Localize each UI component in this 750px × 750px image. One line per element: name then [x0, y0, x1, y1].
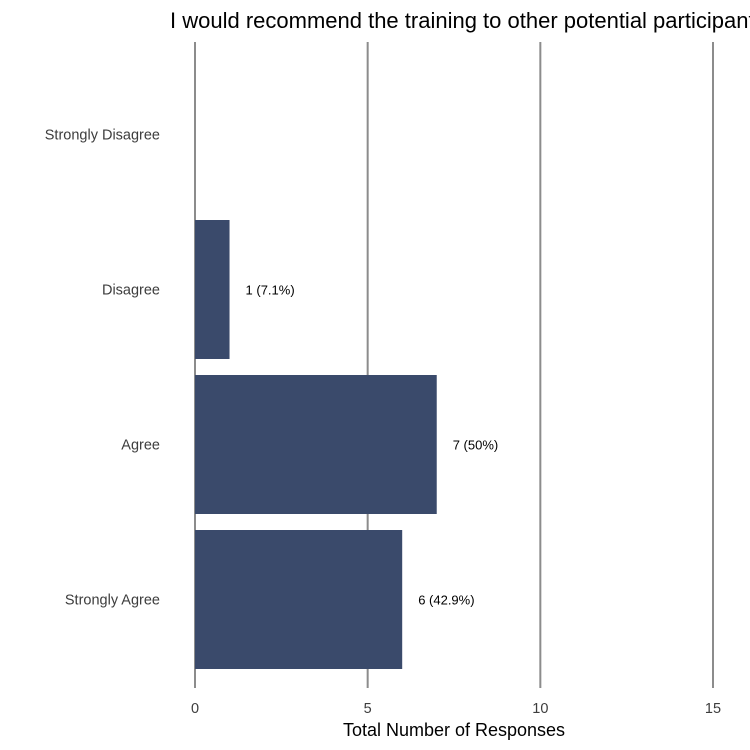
category-label-strongly-disagree: Strongly Disagree: [45, 128, 160, 144]
x-axis-label: Total Number of Responses: [343, 720, 565, 740]
data-label-agree: 7 (50%): [453, 438, 499, 453]
bar-strongly-agree: [195, 530, 403, 669]
bars: [195, 220, 437, 669]
x-tick-labels: 0 5 10 15: [191, 701, 721, 717]
category-label-agree: Agree: [121, 438, 160, 454]
category-label-disagree: Disagree: [102, 283, 160, 299]
chart-title: I would recommend the training to other …: [170, 8, 750, 33]
data-labels: 1 (7.1%) 7 (50%) 6 (42.9%): [246, 283, 499, 608]
category-labels: Strongly Disagree Disagree Agree Strongly A…: [45, 128, 160, 609]
x-tick-label-10: 10: [532, 701, 548, 717]
x-tick-label-5: 5: [364, 701, 372, 717]
bar-agree: [195, 375, 437, 514]
bar-disagree: [195, 220, 230, 359]
x-tick-label-15: 15: [705, 701, 721, 717]
category-label-strongly-agree: Strongly Agree: [65, 593, 160, 609]
data-label-disagree: 1 (7.1%): [246, 283, 295, 298]
data-label-strongly-agree: 6 (42.9%): [418, 593, 474, 608]
x-tick-label-0: 0: [191, 701, 199, 717]
